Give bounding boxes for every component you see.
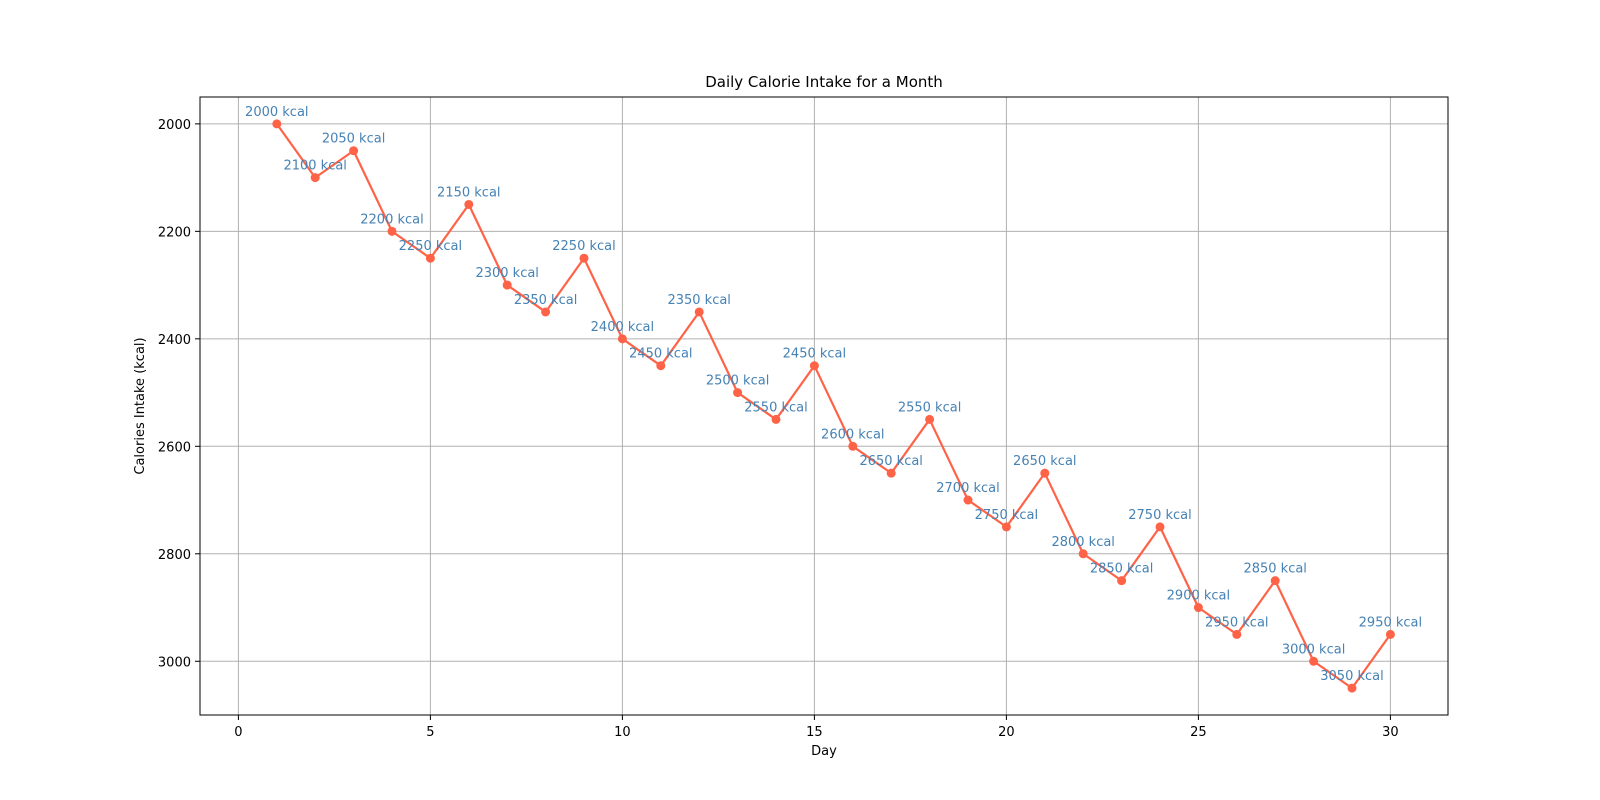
data-point: [733, 388, 743, 398]
data-label: 2600 kcal: [821, 427, 884, 442]
data-label: 2000 kcal: [245, 105, 308, 120]
data-label: 2800 kcal: [1051, 535, 1114, 550]
plot-frame: [199, 96, 1449, 716]
data-label: 2550 kcal: [744, 400, 807, 415]
data-label: 2300 kcal: [475, 266, 538, 281]
data-label: 3050 kcal: [1320, 669, 1383, 684]
y-axis-label: Calories Intake (kcal): [133, 337, 148, 474]
chart-title: Daily Calorie Intake for a Month: [705, 73, 943, 91]
data-point: [1309, 656, 1319, 666]
data-label: 2350 kcal: [514, 293, 577, 308]
data-point: [694, 307, 704, 317]
data-label: 2550 kcal: [898, 400, 961, 415]
data-point: [925, 414, 935, 424]
data-label: 2200 kcal: [360, 212, 423, 227]
data-point: [1078, 549, 1088, 559]
data-point: [1155, 522, 1165, 532]
data-point: [963, 495, 973, 505]
y-tick-label: 3000: [158, 655, 191, 670]
grid: [200, 97, 1448, 715]
y-tick-label: 2200: [158, 225, 191, 240]
data-point: [886, 468, 896, 478]
data-label: 2050 kcal: [322, 132, 385, 147]
data-label: 2250 kcal: [552, 239, 615, 254]
data-point: [425, 253, 435, 263]
x-tick-label: 0: [234, 725, 242, 740]
data-point: [1347, 683, 1357, 693]
data-point: [1270, 576, 1280, 586]
data-point: [1040, 468, 1050, 478]
y-tick-label: 2400: [158, 333, 191, 348]
y-tick-label: 2600: [158, 440, 191, 455]
data-point: [310, 173, 320, 183]
data-label: 2950 kcal: [1205, 615, 1268, 630]
data-label: 2650 kcal: [1013, 454, 1076, 469]
data-point: [579, 253, 589, 263]
data-point: [349, 146, 359, 156]
data-label: 2750 kcal: [975, 508, 1038, 523]
series-line: [275, 123, 1392, 690]
data-label: 2950 kcal: [1359, 615, 1422, 630]
data-point: [502, 280, 512, 290]
x-tick-label: 20: [998, 725, 1015, 740]
data-label: 2750 kcal: [1128, 508, 1191, 523]
data-label: 2350 kcal: [667, 293, 730, 308]
series-layer: [272, 119, 1395, 693]
axis-ticks: 0 5 10 15 20 25 30 2000 2200 2400 2600 2800 3000: [158, 118, 1399, 740]
y-tick-label: 2000: [158, 118, 191, 133]
data-label: 2650 kcal: [859, 454, 922, 469]
data-label: 3000 kcal: [1282, 642, 1345, 657]
data-labels: 2000 kcal 2100 kcal 2050 kcal 2200 kcal 2250…: [245, 105, 1422, 684]
data-point: [809, 361, 819, 371]
x-tick-label: 30: [1382, 725, 1399, 740]
data-point: [387, 226, 397, 236]
data-label: 2450 kcal: [783, 347, 846, 362]
data-label: 2450 kcal: [629, 347, 692, 362]
x-tick-label: 5: [426, 725, 434, 740]
data-label: 2900 kcal: [1167, 589, 1230, 604]
x-axis-label: Day: [811, 744, 837, 759]
data-point: [1117, 576, 1127, 586]
data-point: [1385, 629, 1395, 639]
data-point: [848, 441, 858, 451]
data-point: [541, 307, 551, 317]
data-label: 2250 kcal: [399, 239, 462, 254]
data-point: [1001, 522, 1011, 532]
data-point: [1193, 603, 1203, 613]
data-label: 2100 kcal: [283, 159, 346, 174]
data-point: [656, 361, 666, 371]
y-tick-label: 2800: [158, 548, 191, 563]
data-label: 2150 kcal: [437, 185, 500, 200]
data-point: [272, 119, 282, 129]
x-tick-label: 10: [614, 725, 631, 740]
data-label: 2500 kcal: [706, 374, 769, 389]
x-tick-label: 15: [806, 725, 823, 740]
x-tick-label: 25: [1190, 725, 1207, 740]
data-label: 2700 kcal: [936, 481, 999, 496]
data-label: 2850 kcal: [1090, 562, 1153, 577]
data-point: [617, 334, 627, 344]
data-point: [1232, 629, 1242, 639]
data-label: 2850 kcal: [1243, 562, 1306, 577]
data-label: 2400 kcal: [591, 320, 654, 335]
data-point: [464, 199, 474, 209]
data-point: [771, 414, 781, 424]
